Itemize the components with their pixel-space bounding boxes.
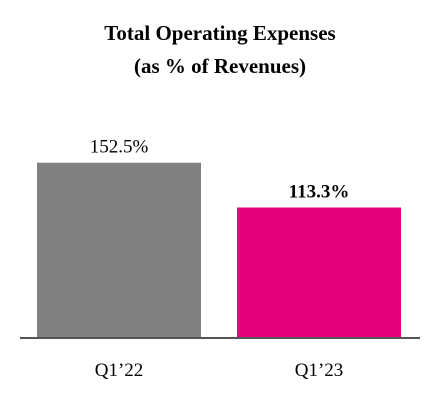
value-label-2: 113.3%: [289, 182, 350, 203]
value-label-1: 152.5%: [90, 137, 149, 158]
chart-title: Total Operating Expenses: [104, 21, 335, 45]
category-label-2: Q1’23: [295, 360, 344, 381]
bar-2: [237, 207, 401, 337]
bar-1: [37, 162, 201, 337]
chart-subtitle: (as % of Revenues): [134, 54, 306, 78]
bars-group: 152.5% Q1’22 113.3% Q1’23: [37, 137, 401, 381]
category-label-1: Q1’22: [95, 360, 144, 381]
